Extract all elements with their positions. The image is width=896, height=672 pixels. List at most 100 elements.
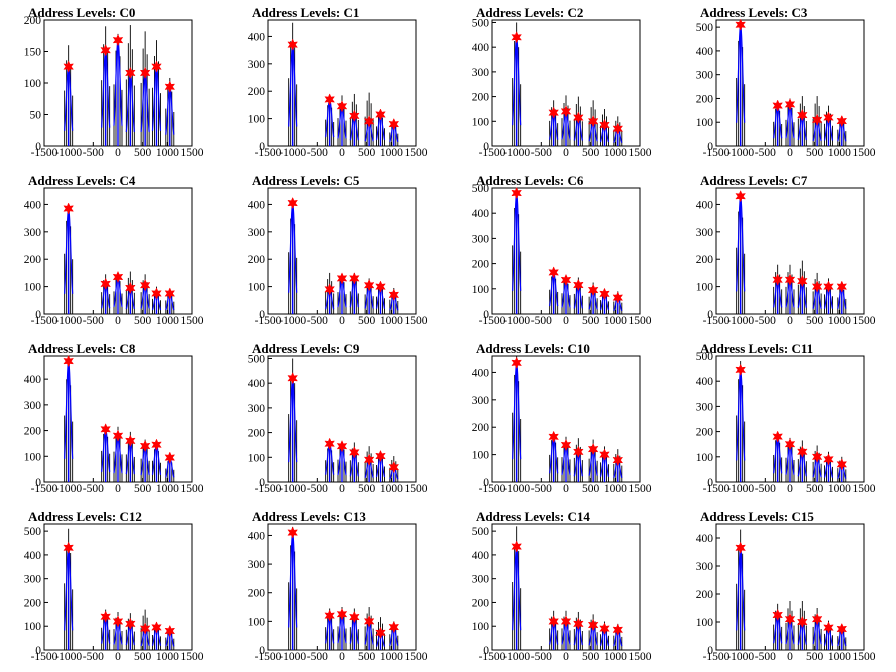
x-tick-label: 0 [115, 315, 121, 327]
y-tick-label: 400 [472, 367, 490, 379]
y-tick-label: 200 [248, 588, 266, 600]
peak-marker [100, 610, 111, 623]
x-tick-label: -500 [83, 315, 104, 327]
peak-marker [772, 430, 783, 443]
peak-marker [797, 275, 808, 288]
chart-svg: Address Levels: C60100200300400500-1500-… [472, 173, 652, 327]
peak-marker [599, 622, 610, 635]
peak-marker [139, 622, 151, 635]
y-tick-label: 300 [696, 401, 714, 413]
address-level-peak [587, 439, 599, 482]
x-tick-label: -1500 [255, 651, 282, 663]
chart-title: Address Levels: C6 [476, 173, 584, 188]
x-tick-label: 1500 [629, 147, 652, 159]
x-tick-label: -500 [755, 147, 776, 159]
x-tick-label: 500 [358, 483, 376, 495]
chart-panel-10: Address Levels: C10 0 100 200 300 400 -1500 -10… [448, 336, 672, 504]
chart-panel-0: Address Levels: C0 0 50 100 150 200 -1500 -1000… [0, 0, 224, 168]
x-tick-label: -500 [531, 315, 552, 327]
address-level-peak [324, 93, 335, 146]
peak-marker [735, 541, 746, 554]
address-level-peak [151, 438, 162, 482]
peak-marker [811, 280, 823, 293]
address-level-peak [363, 92, 375, 146]
x-tick-label: -1500 [255, 483, 282, 495]
address-level-peak [797, 440, 808, 482]
address-level-peak [164, 287, 176, 314]
address-level-peak [823, 620, 834, 650]
y-tick-label: 300 [696, 561, 714, 573]
x-tick-label: -500 [307, 315, 328, 327]
address-level-peak [63, 202, 74, 314]
peak-marker [612, 623, 624, 636]
peak-marker [125, 617, 136, 630]
address-level-peak [772, 99, 783, 146]
address-level-peak [388, 287, 400, 314]
x-tick-label: 1000 [604, 147, 627, 159]
y-tick-label: 200 [472, 597, 490, 609]
peak-marker [823, 111, 834, 124]
peak-marker [587, 115, 599, 128]
x-tick-label: -1000 [503, 147, 530, 159]
x-tick-label: 500 [806, 315, 824, 327]
y-tick-label: 100 [696, 452, 714, 464]
x-tick-label: -1500 [31, 315, 58, 327]
peak-marker [836, 622, 848, 636]
y-tick-label: 100 [696, 282, 714, 294]
address-level-peak [164, 77, 176, 146]
peak-marker [599, 287, 610, 300]
y-tick-label: 400 [472, 42, 490, 54]
y-tick-label: 100 [472, 284, 490, 296]
chart-svg: Address Levels: C11 0 100 200 300 400 500 -1500… [696, 341, 876, 495]
peak-marker [573, 445, 584, 458]
peak-marker [772, 99, 783, 112]
address-level-peak [560, 610, 572, 650]
address-level-peak [139, 439, 151, 482]
peak-marker [125, 434, 136, 447]
x-tick-label: -1500 [479, 651, 506, 663]
y-tick-label: 400 [248, 31, 266, 43]
peak-marker [287, 196, 298, 210]
address-level-peak [363, 607, 375, 650]
peak-marker [587, 618, 599, 632]
y-tick-label: 0 [483, 309, 489, 321]
chart-svg: Address Levels: C14 0 100 200 300 400 500 -1500… [472, 509, 652, 663]
address-level-peak [772, 603, 783, 650]
x-tick-label: 1500 [629, 483, 652, 495]
y-tick-label: 400 [248, 378, 266, 390]
address-level-peak [735, 529, 746, 650]
peak-marker [151, 438, 162, 451]
address-level-peak [612, 116, 624, 146]
y-tick-label: 0 [483, 477, 489, 489]
chart-title: Address Levels: C2 [476, 5, 583, 20]
address-level-peak [336, 607, 348, 650]
peak-marker [573, 278, 584, 292]
peak-marker [125, 66, 136, 80]
chart-panel-13: Address Levels: C13 0 100 200 300 400 -1500 -10… [224, 504, 448, 672]
x-tick-label: -500 [755, 315, 776, 327]
address-level-peak [63, 528, 74, 650]
x-tick-label: -1000 [503, 651, 530, 663]
address-level-peak [811, 96, 823, 146]
x-tick-label: 500 [582, 483, 600, 495]
y-tick-label: 0 [483, 141, 489, 153]
x-tick-label: 1500 [181, 651, 204, 663]
peak-marker [560, 105, 572, 118]
y-tick-label: 300 [248, 403, 266, 415]
peak-marker [349, 610, 360, 624]
peak-marker [836, 280, 848, 293]
x-tick-label: 500 [134, 651, 152, 663]
x-tick-label: -1000 [503, 315, 530, 327]
chart-title: Address Levels: C11 [700, 341, 813, 356]
peak-marker [735, 363, 746, 376]
address-level-peak [63, 355, 74, 482]
peak-marker [151, 287, 162, 300]
peak-marker [151, 621, 162, 634]
chart-svg: Address Levels: C30100200300400500-1500-… [696, 5, 876, 159]
y-tick-label: 400 [248, 530, 266, 542]
x-tick-label: 500 [582, 315, 600, 327]
x-tick-label: 1000 [380, 483, 403, 495]
address-level-peak [548, 430, 559, 482]
y-tick-label: 500 [472, 526, 490, 538]
peak-marker [784, 98, 796, 111]
